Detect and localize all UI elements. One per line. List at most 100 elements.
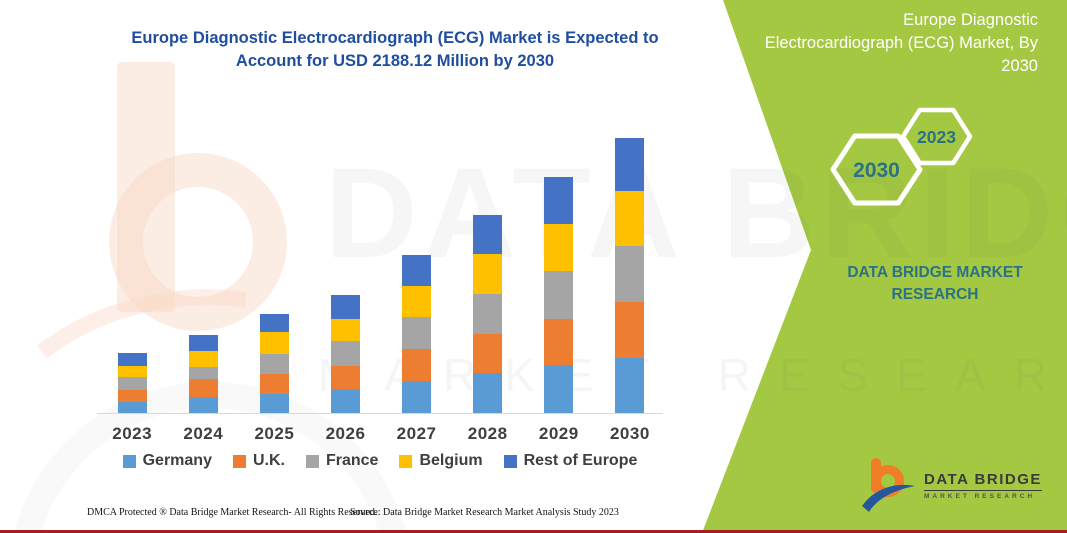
bar-2023-segment-rest-of-europe xyxy=(117,353,147,366)
bar-2030 xyxy=(615,137,645,413)
bar-2028-segment-france xyxy=(473,294,503,334)
bar-2029-segment-germany xyxy=(544,365,574,413)
plot-area xyxy=(97,130,663,414)
bar-2024-segment-france xyxy=(188,366,218,380)
x-axis-label-2024: 2024 xyxy=(183,424,224,443)
company-logo-text: DATA BRIDGE MARKET RESEARCH xyxy=(924,471,1042,500)
bar-2023-segment-belgium xyxy=(117,365,147,378)
bar-2028-segment-rest-of-europe xyxy=(473,215,503,254)
bar-2025-segment-france xyxy=(259,353,289,374)
hexagon-badges: 2030 2023 xyxy=(830,107,973,206)
legend-item-germany: Germany xyxy=(122,452,212,470)
company-logo-icon xyxy=(862,458,915,512)
chart-title-line2: Account for USD 2188.12 Million by 2030 xyxy=(235,52,555,70)
legend-item-rest-of-europe: Rest of Europe xyxy=(503,452,638,470)
company-logo-title: DATA BRIDGE xyxy=(924,471,1042,491)
bar-2028 xyxy=(473,215,503,413)
bar-2029-segment-rest-of-europe xyxy=(544,177,574,225)
footer-dmca-text: DMCA Protected ® Data Bridge Market Rese… xyxy=(87,507,378,518)
x-axis-label-2028: 2028 xyxy=(467,424,508,443)
hexagon-2023-label: 2023 xyxy=(917,127,956,147)
x-axis-label-2026: 2026 xyxy=(325,424,366,443)
bar-2027 xyxy=(402,254,432,413)
bar-2024 xyxy=(188,334,218,413)
company-logo-subtitle: MARKET RESEARCH xyxy=(924,492,1036,500)
bar-2029 xyxy=(544,177,574,413)
bar-2023-segment-germany xyxy=(117,402,147,413)
bar-2030-segment-rest-of-europe xyxy=(615,137,645,191)
chart-title: Europe Diagnostic Electrocardiograph (EC… xyxy=(70,27,720,73)
hexagon-2023-shape xyxy=(900,107,973,166)
bar-2026-segment-u-k- xyxy=(331,365,360,389)
bar-2025-segment-germany xyxy=(259,393,289,413)
bar-2023-segment-france xyxy=(117,377,147,390)
bar-2030-segment-belgium xyxy=(615,190,645,246)
bar-2026-segment-rest-of-europe xyxy=(331,294,360,319)
bar-2027-segment-u-k- xyxy=(402,348,432,381)
bar-2028-segment-u-k- xyxy=(473,333,503,373)
bar-2026-segment-germany xyxy=(331,388,360,413)
legend-swatch xyxy=(399,454,413,468)
hexagon-2030-shape xyxy=(830,133,923,206)
watermark-text-databridge: DATA BRIDGE xyxy=(325,142,1067,285)
bar-2030-segment-germany xyxy=(615,357,645,413)
panel-brand-text: DATA BRIDGE MARKET RESEARCH xyxy=(830,262,1040,306)
bar-2024-segment-germany xyxy=(188,396,218,413)
bar-2030-segment-u-k- xyxy=(615,301,645,358)
bar-2023-segment-u-k- xyxy=(117,389,147,403)
bar-2023 xyxy=(117,353,147,413)
legend-swatch xyxy=(503,454,517,468)
bar-2025-segment-rest-of-europe xyxy=(259,313,289,333)
bar-2025-segment-belgium xyxy=(259,332,289,354)
x-axis-label-2027: 2027 xyxy=(396,424,437,443)
bar-2026 xyxy=(331,294,360,413)
bar-2027-segment-france xyxy=(402,317,432,349)
bar-2027-segment-belgium xyxy=(402,286,432,318)
legend-label: U.K. xyxy=(252,452,285,469)
company-logo: DATA BRIDGE MARKET RESEARCH xyxy=(860,456,1042,514)
bar-2028-segment-germany xyxy=(473,372,503,413)
side-panel-heading: Europe Diagnostic Electrocardiograph (EC… xyxy=(698,9,1038,78)
bar-2024-segment-u-k- xyxy=(188,379,218,397)
legend-item-belgium: Belgium xyxy=(399,452,483,470)
bottom-accent-line xyxy=(0,530,1067,533)
bar-2029-segment-u-k- xyxy=(544,318,574,366)
panel-brand-line1: DATA BRIDGE MARKET xyxy=(847,264,1023,281)
legend-label: France xyxy=(325,452,379,469)
legend-item-france: France xyxy=(305,452,379,470)
bar-2026-segment-belgium xyxy=(331,318,360,342)
bar-2024-segment-belgium xyxy=(188,351,218,367)
x-axis-label-2030: 2030 xyxy=(609,424,650,443)
legend-swatch xyxy=(122,454,136,468)
legend-swatch xyxy=(305,454,319,468)
bar-2025-segment-u-k- xyxy=(259,373,289,394)
x-axis-label-2029: 2029 xyxy=(538,424,579,443)
bar-2028-segment-belgium xyxy=(473,253,503,295)
panel-brand-line2: RESEARCH xyxy=(891,286,979,303)
legend-swatch xyxy=(232,454,246,468)
bar-2027-segment-germany xyxy=(402,380,432,413)
bar-2025 xyxy=(259,313,289,413)
bar-2030-segment-france xyxy=(615,245,645,302)
chart-legend: Germany U.K. France Belgium Rest of Europe xyxy=(97,452,663,470)
watermark-text-marketresearch: MARKET RESEARCH xyxy=(318,349,1067,401)
bar-2029-segment-belgium xyxy=(544,224,574,271)
bar-2024-segment-rest-of-europe xyxy=(188,334,218,352)
legend-label: Rest of Europe xyxy=(523,452,638,469)
x-axis-labels: 2023 2024 2025 2026 2027 2028 2029 2030 xyxy=(0,424,1067,446)
side-panel-heading-line3: 2030 xyxy=(1001,57,1038,75)
bar-2027-segment-rest-of-europe xyxy=(402,254,432,287)
bar-2029-segment-france xyxy=(544,270,574,319)
chart-title-line1: Europe Diagnostic Electrocardiograph (EC… xyxy=(131,29,659,47)
legend-label: Germany xyxy=(142,452,212,469)
footer-source-text: Source: Data Bridge Market Research Mark… xyxy=(350,507,619,518)
legend-label: Belgium xyxy=(419,452,483,469)
hexagon-2030-label: 2030 xyxy=(853,159,900,182)
x-axis-label-2025: 2025 xyxy=(254,424,295,443)
bar-2026-segment-france xyxy=(331,341,360,366)
legend-item-u-k-: U.K. xyxy=(232,452,285,470)
side-panel-heading-line1: Europe Diagnostic xyxy=(903,11,1038,29)
x-axis-label-2023: 2023 xyxy=(112,424,153,443)
side-panel-heading-line2: Electrocardiograph (ECG) Market, By xyxy=(764,34,1038,52)
